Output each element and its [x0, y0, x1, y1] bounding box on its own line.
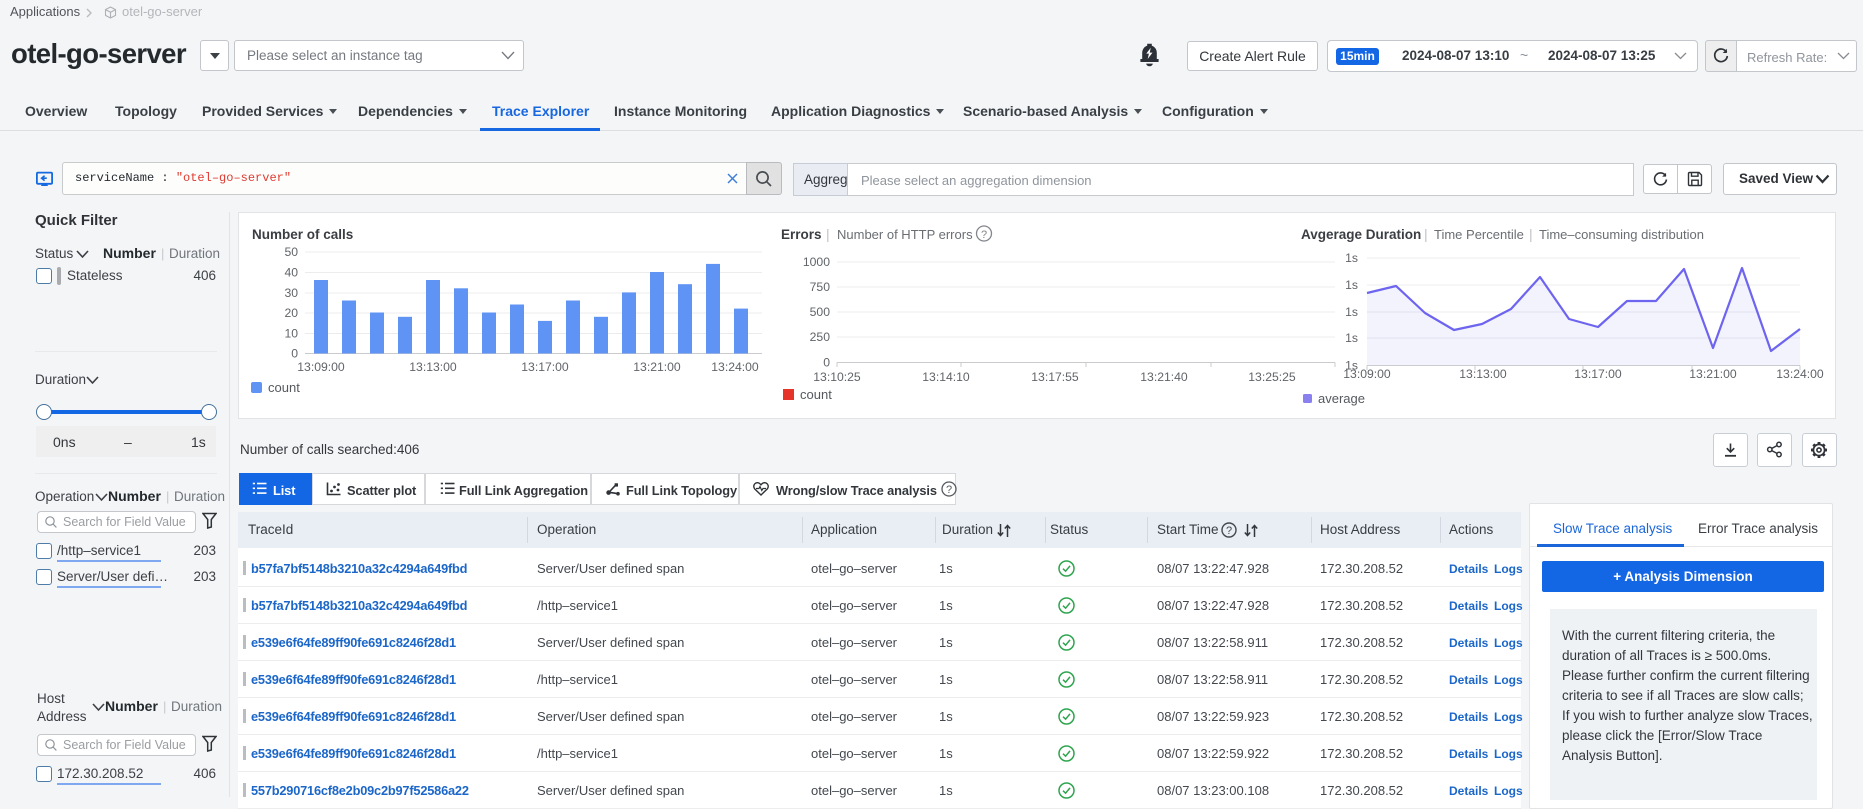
- svg-text:1s: 1s: [1345, 278, 1358, 292]
- svg-text:0: 0: [291, 347, 298, 361]
- svg-text:?: ?: [981, 229, 987, 241]
- svg-text:1000: 1000: [803, 255, 830, 269]
- svg-text:Errors: Errors: [781, 227, 822, 242]
- svg-text:13:24:00: 13:24:00: [711, 360, 759, 374]
- svg-text:20: 20: [284, 306, 298, 320]
- svg-text:13:21:00: 13:21:00: [1689, 367, 1737, 381]
- svg-text:13:13:00: 13:13:00: [1459, 367, 1507, 381]
- svg-text:average: average: [1318, 391, 1365, 406]
- svg-text:count: count: [268, 380, 300, 395]
- svg-text:10: 10: [284, 327, 298, 341]
- svg-text:1s: 1s: [1345, 305, 1358, 319]
- svg-text:Time–consuming distribution: Time–consuming distribution: [1539, 227, 1704, 242]
- svg-text:|: |: [826, 226, 830, 242]
- svg-text:count: count: [800, 387, 832, 402]
- svg-text:Avgerage Duration: Avgerage Duration: [1301, 227, 1421, 242]
- svg-text:13:21:00: 13:21:00: [633, 360, 681, 374]
- svg-text:13:17:00: 13:17:00: [521, 360, 569, 374]
- svg-text:Time Percentile: Time Percentile: [1434, 227, 1524, 242]
- svg-text:30: 30: [284, 286, 298, 300]
- svg-text:13:09:00: 13:09:00: [1343, 367, 1391, 381]
- svg-text:13:17:55: 13:17:55: [1031, 370, 1079, 384]
- svg-text:13:17:00: 13:17:00: [1574, 367, 1622, 381]
- svg-text:|: |: [1424, 226, 1428, 242]
- svg-text:13:14:10: 13:14:10: [922, 370, 970, 384]
- svg-text:?: ?: [1226, 525, 1232, 537]
- svg-text:|: |: [1529, 226, 1533, 242]
- svg-text:500: 500: [810, 305, 831, 319]
- svg-text:13:24:00: 13:24:00: [1776, 367, 1824, 381]
- svg-text:1s: 1s: [1345, 359, 1358, 373]
- svg-text:13:10:25: 13:10:25: [813, 370, 861, 384]
- svg-text:250: 250: [810, 330, 831, 344]
- svg-text:13:09:00: 13:09:00: [297, 360, 345, 374]
- svg-text:1s: 1s: [1345, 331, 1358, 345]
- svg-text:50: 50: [284, 245, 298, 259]
- svg-text:13:21:40: 13:21:40: [1140, 370, 1188, 384]
- svg-text:13:25:25: 13:25:25: [1248, 370, 1296, 384]
- svg-text:?: ?: [946, 484, 952, 496]
- svg-text:1s: 1s: [1345, 251, 1358, 265]
- svg-text:40: 40: [284, 266, 298, 280]
- svg-text:13:13:00: 13:13:00: [409, 360, 457, 374]
- svg-text:0: 0: [823, 356, 830, 370]
- svg-text:750: 750: [810, 280, 831, 294]
- svg-text:Number of calls: Number of calls: [252, 227, 353, 242]
- svg-text:Number of HTTP errors: Number of HTTP errors: [837, 227, 973, 242]
